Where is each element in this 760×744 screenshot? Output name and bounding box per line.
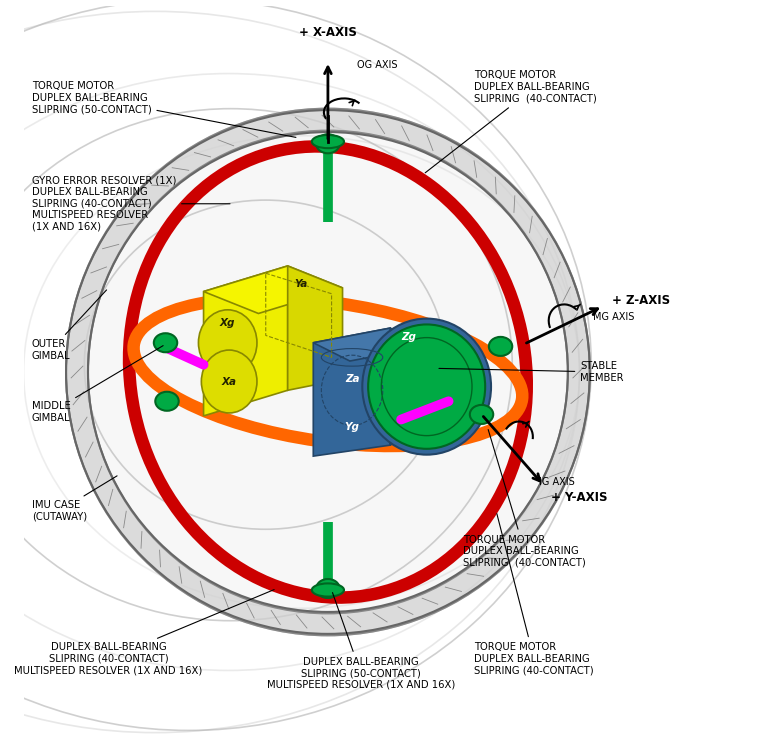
Text: DUPLEX BALL-BEARING
SLIPRING (50-CONTACT)
MULTISPEED RESOLVER (1X AND 16X): DUPLEX BALL-BEARING SLIPRING (50-CONTACT… [267,593,455,690]
Text: DUPLEX BALL-BEARING
SLIPRING (40-CONTACT)
MULTISPEED RESOLVER (1X AND 16X): DUPLEX BALL-BEARING SLIPRING (40-CONTACT… [14,589,274,676]
Polygon shape [288,266,343,391]
Polygon shape [204,266,288,416]
Ellipse shape [470,405,493,424]
Ellipse shape [201,350,257,413]
Ellipse shape [198,310,257,376]
Ellipse shape [316,579,340,598]
Text: Xa: Xa [222,376,236,387]
Text: TORQUE MOTOR
DUPLEX BALL-BEARING
SLIPRING (40-CONTACT): TORQUE MOTOR DUPLEX BALL-BEARING SLIPRIN… [474,513,594,676]
Polygon shape [390,328,426,445]
Text: STABLE
MEMBER: STABLE MEMBER [439,361,624,383]
Text: Zg: Zg [401,332,416,342]
Ellipse shape [368,324,485,449]
Text: Yg: Yg [344,422,359,432]
Ellipse shape [66,109,590,635]
Text: Xg: Xg [220,318,235,328]
Text: OUTER
GIMBAL: OUTER GIMBAL [32,290,106,361]
Ellipse shape [363,318,491,455]
Text: IMU CASE
(CUTAWAY): IMU CASE (CUTAWAY) [32,476,117,522]
Text: OG AXIS: OG AXIS [357,60,397,70]
Ellipse shape [312,583,344,597]
Text: GYRO ERROR RESOLVER (1X)
DUPLEX BALL-BEARING
SLIPRING (40-CONTACT)
MULTISPEED RE: GYRO ERROR RESOLVER (1X) DUPLEX BALL-BEA… [32,176,230,232]
Polygon shape [66,110,590,634]
Text: Ya: Ya [294,279,308,289]
Polygon shape [313,328,426,361]
Text: TORQUE MOTOR
DUPLEX BALL-BEARING
SLIPRING  (40-CONTACT): TORQUE MOTOR DUPLEX BALL-BEARING SLIPRIN… [425,70,597,173]
Text: + Y-AXIS: + Y-AXIS [551,491,607,504]
Text: Za: Za [345,374,359,385]
Ellipse shape [154,333,177,352]
Ellipse shape [312,135,344,148]
Text: + X-AXIS: + X-AXIS [299,26,357,39]
Ellipse shape [155,392,179,411]
Ellipse shape [316,134,340,153]
Polygon shape [204,266,343,313]
Polygon shape [313,328,390,456]
Text: IG AXIS: IG AXIS [539,477,575,487]
Text: TORQUE MOTOR
DUPLEX BALL-BEARING
SLIPRING (50-CONTACT): TORQUE MOTOR DUPLEX BALL-BEARING SLIPRIN… [32,81,296,138]
Text: MIDDLE
GIMBAL: MIDDLE GIMBAL [32,346,163,423]
Text: MG AXIS: MG AXIS [593,312,634,322]
Ellipse shape [489,337,512,356]
Text: TORQUE MOTOR
DUPLEX BALL-BEARING
SLIPRING  (40-CONTACT): TORQUE MOTOR DUPLEX BALL-BEARING SLIPRIN… [464,429,586,568]
Text: + Z-AXIS: + Z-AXIS [612,294,670,307]
